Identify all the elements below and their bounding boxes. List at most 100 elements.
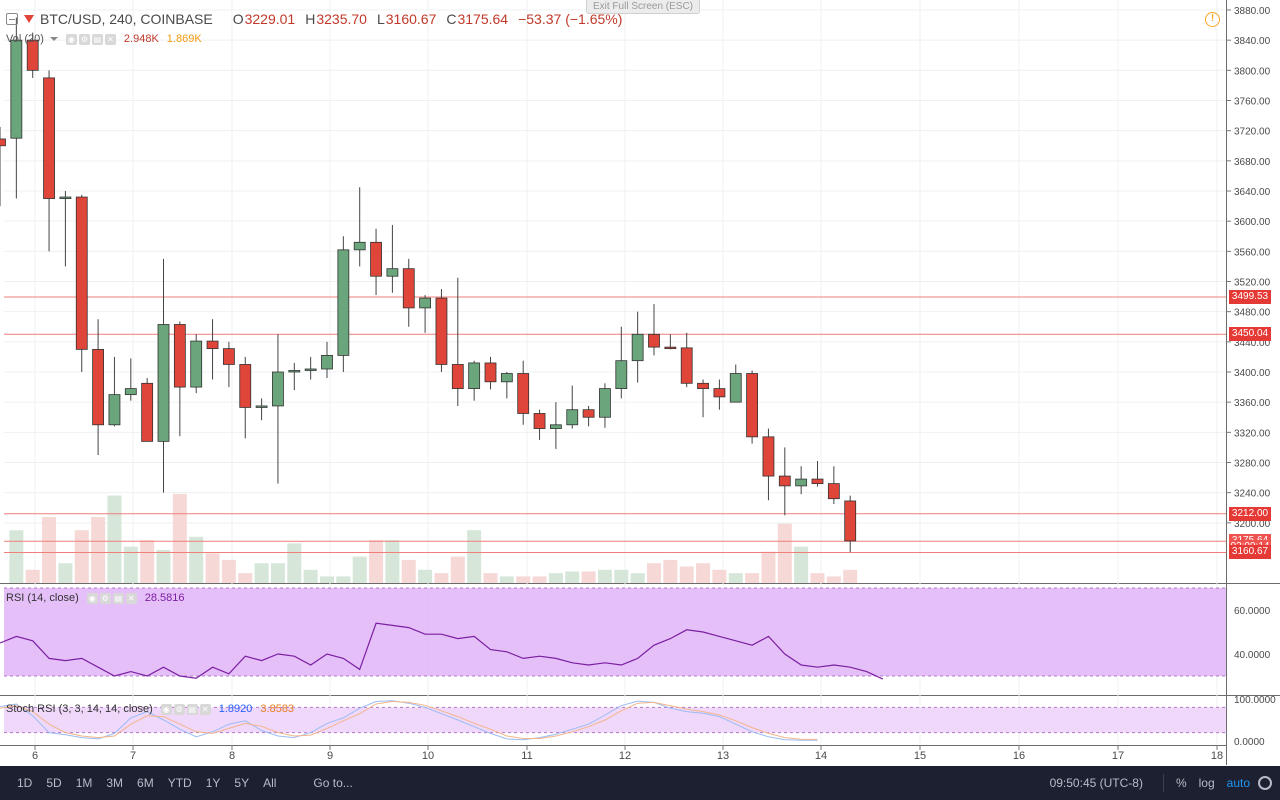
settings-icon[interactable]: ⚙ (173, 703, 185, 715)
timeframe-5y[interactable]: 5Y (234, 776, 250, 790)
volume-bar (25, 569, 40, 583)
eye-icon[interactable]: ◉ (160, 703, 172, 715)
price-label-level-3499: 3499.53 (1229, 289, 1271, 304)
warning-icon[interactable]: ! (1205, 12, 1220, 27)
volume-bar (532, 576, 547, 583)
timeframe-1d[interactable]: 1D (17, 776, 33, 790)
collapse-legend-icon[interactable] (6, 13, 18, 25)
chart-canvas[interactable]: 60.0000 40.0000 100.0000 0.0000 3200.00 324… (0, 0, 1280, 765)
log-toggle[interactable]: log (1198, 776, 1215, 790)
volume-bar (205, 553, 220, 583)
timeframe-6m[interactable]: 6M (137, 776, 154, 790)
time-tick-label: 9 (327, 750, 333, 762)
volume-bar (221, 559, 236, 583)
auto-toggle[interactable]: auto (1226, 776, 1250, 790)
candle-down (43, 77, 55, 199)
rsi-indicator-label[interactable]: RSI (14, close) (6, 592, 79, 604)
volume-bar (254, 563, 269, 583)
volume-bar (287, 543, 302, 583)
close-icon[interactable]: ✕ (125, 592, 137, 604)
candle-down (697, 382, 709, 389)
symbol-title[interactable]: BTC/USD, 240, COINBASE (40, 11, 213, 27)
indicator-actions: ◉ ⚙ ▤ ✕ (65, 33, 116, 45)
stoch-k-line (0, 700, 818, 741)
time-tick-label: 16 (1013, 750, 1025, 762)
candle-down (680, 347, 693, 384)
settings-icon[interactable]: ⚙ (78, 33, 90, 45)
volume-bar (696, 563, 711, 583)
source-icon[interactable]: ▤ (91, 33, 103, 45)
settings-icon[interactable]: ⚙ (99, 592, 111, 604)
volume-bar (58, 563, 73, 583)
candle-down (0, 138, 6, 147)
price-tick-label: 3640.00 (1234, 187, 1271, 198)
timeframe-3m[interactable]: 3M (106, 776, 124, 790)
volume-bar (679, 566, 694, 583)
volume-bar (712, 569, 727, 583)
candle-up (157, 324, 170, 442)
candle-up (631, 333, 644, 362)
eye-icon[interactable]: ◉ (86, 592, 98, 604)
source-icon[interactable]: ▤ (112, 592, 124, 604)
candle-up (321, 355, 333, 370)
volume-bar (597, 569, 612, 583)
volume-bar (156, 550, 171, 583)
close-icon[interactable]: ✕ (104, 33, 116, 45)
rsi-line (0, 622, 884, 680)
rsi-value: 28.5816 (144, 592, 185, 604)
clock-time[interactable]: 09:50:45 (UTC-8) (1049, 776, 1143, 790)
candle-up (337, 249, 350, 356)
timeframe-1m[interactable]: 1M (75, 776, 93, 790)
price-label-level-3450: 3450.04 (1229, 327, 1271, 342)
close-icon[interactable]: ✕ (199, 703, 211, 715)
price-tick-label: 3480.00 (1234, 308, 1271, 319)
timeframe-all[interactable]: All (263, 776, 277, 790)
volume-bar (826, 576, 841, 583)
volume-indicator-label[interactable]: Vol (20) (6, 33, 44, 45)
volume-bar (9, 530, 24, 583)
volume-bar (336, 576, 351, 583)
bottom-toolbar: 1D 5D 1M 3M 6M YTD 1Y 5Y All Go to... 09… (0, 766, 1280, 800)
volume-bar (107, 495, 122, 583)
exit-fullscreen-button[interactable]: Exit Full Screen (ESC) (586, 0, 700, 14)
candle-up (795, 478, 808, 487)
candle-up (255, 405, 268, 408)
timeframe-1y[interactable]: 1Y (205, 776, 221, 790)
eye-icon[interactable]: ◉ (65, 33, 77, 45)
stoch-indicator-label[interactable]: Stoch RSI (3, 3, 14, 14, close) (6, 703, 153, 715)
timeframe-5d[interactable]: 5D (46, 776, 62, 790)
price-tick-label: 3520.00 (1234, 278, 1271, 289)
chevron-down-icon[interactable] (49, 37, 58, 41)
volume-bar (581, 571, 596, 583)
goto-button[interactable]: Go to... (313, 776, 353, 790)
candle-down (435, 297, 448, 365)
timeframe-ytd[interactable]: YTD (167, 776, 192, 790)
candle-up (615, 360, 628, 389)
volume-bar (450, 556, 465, 583)
volume-bar (123, 546, 138, 583)
volume-bar (794, 546, 809, 583)
price-tick-label: 3720.00 (1234, 127, 1271, 138)
volume-ma-value: 1.869K (166, 33, 202, 45)
candle-down (92, 348, 104, 426)
volume-bar (630, 573, 645, 583)
time-tick-label: 13 (717, 750, 729, 762)
price-tick-label: 3360.00 (1234, 398, 1271, 409)
stoch-d-line (0, 700, 818, 740)
candle-down (75, 196, 88, 350)
rsi-legend: RSI (14, close) ◉ ⚙ ▤ ✕ 28.5816 (6, 592, 185, 604)
rsi-tick-label: 40.0000 (1234, 650, 1271, 661)
price-tick-label: 3840.00 (1234, 36, 1271, 47)
percent-toggle[interactable]: % (1175, 776, 1187, 790)
volume-bar (614, 569, 629, 583)
volume-bar (499, 576, 514, 583)
candle-down (713, 388, 726, 398)
gear-icon[interactable] (1258, 776, 1272, 790)
source-icon[interactable]: ▤ (186, 703, 198, 715)
high-value: 3235.70 (316, 11, 367, 27)
volume-value: 2.948K (123, 33, 159, 45)
symbol-legend: BTC/USD, 240, COINBASE O 3229.01 H 3235.… (6, 11, 622, 27)
stoch-rsi-legend: Stoch RSI (3, 3, 14, 14, close) ◉ ⚙ ▤ ✕ … (6, 703, 294, 715)
price-axis: 3200.00 3240.00 3280.00 3320.00 3360.00 3400.… (1226, 6, 1271, 530)
candle-down (517, 373, 530, 414)
